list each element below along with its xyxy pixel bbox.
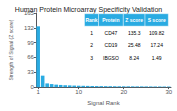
- svg-text:1: 1: [90, 30, 93, 36]
- svg-text:3: 3: [90, 55, 93, 61]
- svg-text:20: 20: [120, 89, 127, 95]
- svg-text:33: 33: [27, 69, 34, 75]
- svg-text:Strength of Signal (Z score): Strength of Signal (Z score): [8, 19, 14, 80]
- svg-text:109.82: 109.82: [149, 30, 165, 36]
- svg-text:CD47: CD47: [105, 30, 118, 36]
- svg-text:1.49: 1.49: [152, 55, 162, 61]
- svg-text:0: 0: [31, 84, 35, 90]
- svg-text:66: 66: [27, 54, 34, 60]
- svg-text:Rank: Rank: [85, 17, 97, 23]
- svg-text:Protein: Protein: [102, 17, 119, 23]
- svg-text:1: 1: [36, 89, 40, 95]
- svg-text:CD19: CD19: [105, 42, 118, 48]
- svg-text:Human Protein Microarray Speci: Human Protein Microarray Specificity Val…: [15, 6, 162, 14]
- svg-text:10: 10: [75, 89, 82, 95]
- svg-text:IBGSO: IBGSO: [103, 55, 119, 61]
- svg-text:25.48: 25.48: [128, 42, 141, 48]
- svg-text:8.24: 8.24: [129, 55, 139, 61]
- svg-text:135.3: 135.3: [128, 30, 141, 36]
- svg-text:30: 30: [165, 89, 172, 95]
- svg-text:99: 99: [27, 40, 34, 46]
- svg-text:S score: S score: [148, 17, 166, 23]
- svg-text:17.24: 17.24: [150, 42, 163, 48]
- svg-text:132: 132: [24, 25, 35, 31]
- svg-text:2: 2: [90, 42, 93, 48]
- svg-text:Z score: Z score: [125, 17, 143, 23]
- svg-text:165: 165: [23, 10, 34, 16]
- svg-text:Signal Rank: Signal Rank: [87, 100, 120, 106]
